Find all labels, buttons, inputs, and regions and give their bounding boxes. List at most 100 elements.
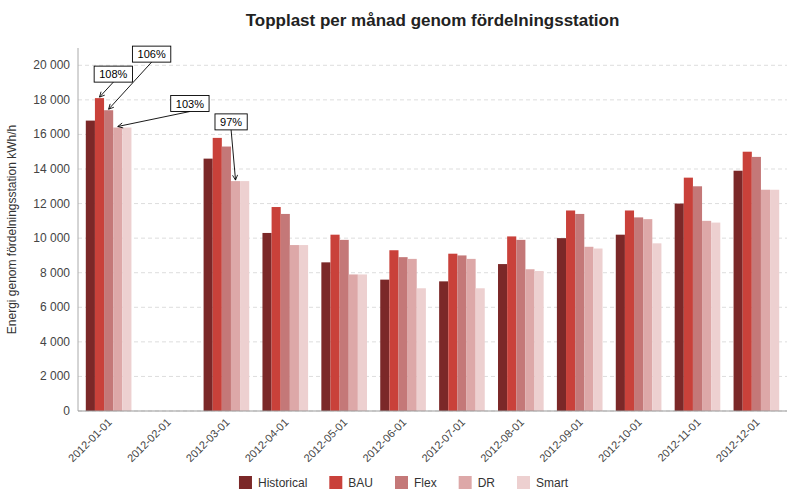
bar xyxy=(752,157,761,411)
legend-label: Historical xyxy=(258,476,307,490)
y-tick-label: 18 000 xyxy=(33,93,70,107)
grid-line xyxy=(78,411,787,412)
x-tick-label: 2012-12-01 xyxy=(714,416,762,464)
bar xyxy=(222,147,231,411)
legend: HistoricalBAUFlexDRSmart xyxy=(239,476,569,490)
annotation-arrow xyxy=(99,82,113,97)
x-tick-label: 2012-06-01 xyxy=(360,416,408,464)
bar xyxy=(625,210,634,411)
bar xyxy=(575,214,584,411)
bar xyxy=(557,238,566,411)
bar xyxy=(457,255,466,411)
annotation-box xyxy=(132,46,170,62)
annotation-text: 103% xyxy=(176,98,204,110)
bar xyxy=(535,271,544,411)
y-tick-label: 6 000 xyxy=(40,300,70,314)
bar xyxy=(467,259,476,411)
y-tick-label: 4 000 xyxy=(40,335,70,349)
x-tick-label: 2012-05-01 xyxy=(301,416,349,464)
bar xyxy=(525,269,534,411)
series xyxy=(122,128,779,411)
bar xyxy=(616,235,625,411)
bar xyxy=(417,288,426,411)
y-tick-label: 14 000 xyxy=(33,162,70,176)
bar xyxy=(743,152,752,411)
bar xyxy=(240,181,249,411)
annotation-box xyxy=(215,114,247,130)
x-tick-label: 2012-02-01 xyxy=(125,416,173,464)
bar xyxy=(702,221,711,411)
bar xyxy=(122,128,131,411)
x-tick-label: 2012-04-01 xyxy=(242,416,290,464)
x-axis-line xyxy=(78,411,787,412)
bar xyxy=(593,249,602,411)
bar xyxy=(213,138,222,411)
bar xyxy=(652,243,661,411)
bar xyxy=(398,257,407,411)
y-tick-label: 8 000 xyxy=(40,266,70,280)
x-tick-label: 2012-11-01 xyxy=(655,416,703,464)
x-tick-label: 2012-07-01 xyxy=(419,416,467,464)
bar xyxy=(408,259,417,411)
annotation-text: 106% xyxy=(138,48,166,60)
x-tick-label: 2012-09-01 xyxy=(537,416,585,464)
x-tick-label: 2012-08-01 xyxy=(478,416,526,464)
y-tick-label: 12 000 xyxy=(33,197,70,211)
bar xyxy=(693,186,702,411)
legend-label: Smart xyxy=(536,476,569,490)
bar xyxy=(761,190,770,411)
series xyxy=(86,121,743,411)
y-axis-line xyxy=(78,48,79,411)
bar xyxy=(684,178,693,411)
bar xyxy=(340,240,349,411)
annotation-arrow xyxy=(118,112,190,127)
grid-line xyxy=(78,65,787,66)
chart: Topplast per månad genom fördelningsstat… xyxy=(0,0,807,503)
bar xyxy=(634,217,643,411)
y-tick-label: 16 000 xyxy=(33,127,70,141)
bar xyxy=(290,245,299,411)
y-axis-label: Energi genom fördelningsstation kWh/h xyxy=(5,125,19,334)
annotation: 97% xyxy=(215,114,247,180)
y-ticks: 02 0004 0006 0008 00010 00012 00014 0001… xyxy=(33,58,70,418)
annotation-box xyxy=(94,66,132,82)
series xyxy=(113,128,770,411)
legend-swatch xyxy=(517,476,530,489)
annotation: 106% xyxy=(109,46,171,109)
chart-container: Topplast per månad genom fördelningsstat… xyxy=(0,0,807,503)
legend-swatch xyxy=(329,476,342,489)
title: Topplast per månad genom fördelningsstat… xyxy=(246,11,620,30)
bar xyxy=(448,254,457,411)
bar xyxy=(231,181,240,411)
bar xyxy=(299,245,308,411)
legend-label: DR xyxy=(478,476,496,490)
x-tick-label: 2012-01-01 xyxy=(66,416,114,464)
bar xyxy=(272,207,281,411)
bar xyxy=(330,235,339,411)
bar xyxy=(349,274,358,411)
grid-line xyxy=(78,134,787,135)
legend-label: Flex xyxy=(414,476,437,490)
grid-line xyxy=(78,169,787,170)
legend-swatch xyxy=(459,476,472,489)
bar xyxy=(516,240,525,411)
x-tick-label: 2012-10-01 xyxy=(596,416,644,464)
bar xyxy=(584,247,593,411)
bar xyxy=(507,236,516,411)
bar xyxy=(95,98,104,411)
y-tick-label: 2 000 xyxy=(40,369,70,383)
bar xyxy=(262,233,271,411)
annotations: 108%106%103%97% xyxy=(94,46,247,180)
annotation-text: 97% xyxy=(220,116,242,128)
y-tick-label: 0 xyxy=(63,404,70,418)
bar xyxy=(281,214,290,411)
bars xyxy=(86,98,779,411)
bar xyxy=(566,210,575,411)
x-ticks: 2012-01-012012-02-012012-03-012012-04-01… xyxy=(66,416,762,464)
bar xyxy=(86,121,95,411)
bar xyxy=(770,190,779,411)
bar xyxy=(380,280,389,411)
bar xyxy=(439,281,448,411)
bar xyxy=(734,171,743,411)
bar xyxy=(358,274,367,411)
